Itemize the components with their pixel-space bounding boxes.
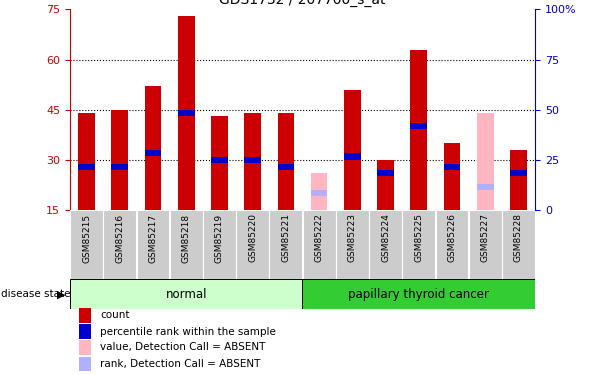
Bar xyxy=(510,170,527,176)
Bar xyxy=(211,116,228,210)
FancyBboxPatch shape xyxy=(137,210,170,279)
Text: GSM85224: GSM85224 xyxy=(381,213,390,262)
Text: GSM85223: GSM85223 xyxy=(348,213,357,262)
Bar xyxy=(510,150,527,210)
Bar xyxy=(79,308,91,322)
Text: GSM85226: GSM85226 xyxy=(447,213,457,262)
Text: normal: normal xyxy=(165,288,207,301)
Bar xyxy=(78,113,95,210)
Text: GSM85216: GSM85216 xyxy=(116,213,124,262)
Text: count: count xyxy=(100,310,130,320)
Text: GSM85222: GSM85222 xyxy=(314,213,323,262)
Text: GSM85218: GSM85218 xyxy=(182,213,191,262)
Text: GSM85219: GSM85219 xyxy=(215,213,224,262)
Text: GSM85225: GSM85225 xyxy=(414,213,423,262)
FancyBboxPatch shape xyxy=(103,210,136,279)
Bar xyxy=(444,143,460,210)
FancyBboxPatch shape xyxy=(336,210,369,279)
Bar xyxy=(278,164,294,170)
Bar xyxy=(79,357,91,371)
Bar xyxy=(477,113,494,210)
Bar xyxy=(79,340,91,355)
FancyBboxPatch shape xyxy=(502,210,535,279)
Bar xyxy=(410,123,427,129)
Text: GSM85227: GSM85227 xyxy=(481,213,489,262)
FancyBboxPatch shape xyxy=(435,210,468,279)
Bar xyxy=(377,160,394,210)
Bar xyxy=(111,164,128,170)
Bar xyxy=(178,110,195,116)
Bar xyxy=(344,153,361,159)
FancyBboxPatch shape xyxy=(402,210,435,279)
Bar xyxy=(477,184,494,190)
FancyBboxPatch shape xyxy=(269,210,302,279)
FancyBboxPatch shape xyxy=(70,210,103,279)
Bar xyxy=(79,324,91,339)
Text: value, Detection Call = ABSENT: value, Detection Call = ABSENT xyxy=(100,342,266,352)
Bar xyxy=(311,190,327,196)
Bar xyxy=(211,157,228,163)
Text: GSM85215: GSM85215 xyxy=(82,213,91,262)
Text: papillary thyroid cancer: papillary thyroid cancer xyxy=(348,288,489,301)
Text: GSM85228: GSM85228 xyxy=(514,213,523,262)
Bar xyxy=(377,170,394,176)
FancyBboxPatch shape xyxy=(303,210,336,279)
FancyBboxPatch shape xyxy=(469,210,502,279)
FancyBboxPatch shape xyxy=(170,210,202,279)
Bar xyxy=(278,113,294,210)
FancyBboxPatch shape xyxy=(369,210,402,279)
Bar xyxy=(145,86,161,210)
Bar xyxy=(244,113,261,210)
Text: disease state: disease state xyxy=(1,290,70,299)
Text: GSM85221: GSM85221 xyxy=(282,213,291,262)
Bar xyxy=(311,173,327,210)
Text: rank, Detection Call = ABSENT: rank, Detection Call = ABSENT xyxy=(100,359,260,369)
Bar xyxy=(244,157,261,163)
Bar xyxy=(444,164,460,170)
Bar xyxy=(344,90,361,210)
Bar xyxy=(145,150,161,156)
Bar xyxy=(78,164,95,170)
Bar xyxy=(111,110,128,210)
Text: GSM85217: GSM85217 xyxy=(148,213,157,262)
Bar xyxy=(70,279,302,309)
Bar xyxy=(410,50,427,210)
Text: GSM85220: GSM85220 xyxy=(248,213,257,262)
FancyBboxPatch shape xyxy=(236,210,269,279)
Text: ▶: ▶ xyxy=(57,290,65,299)
Bar xyxy=(178,16,195,210)
Text: percentile rank within the sample: percentile rank within the sample xyxy=(100,327,276,337)
Title: GDS1732 / 207700_s_at: GDS1732 / 207700_s_at xyxy=(219,0,385,7)
Bar xyxy=(302,279,535,309)
FancyBboxPatch shape xyxy=(203,210,236,279)
